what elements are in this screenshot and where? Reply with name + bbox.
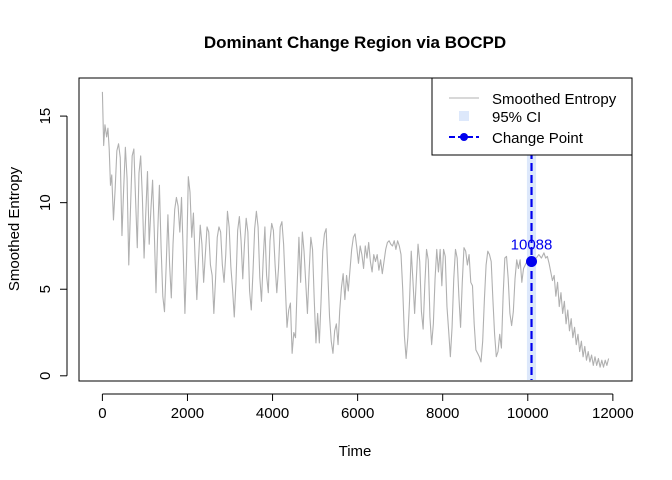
change-point-label: 10088 — [511, 237, 553, 254]
x-tick-label: 0 — [98, 405, 106, 422]
x-tick-label: 2000 — [171, 405, 204, 422]
y-tick-label: 15 — [37, 108, 54, 125]
y-tick-label: 10 — [37, 194, 54, 211]
x-tick-label: 6000 — [341, 405, 374, 422]
legend-swatch-change-point-marker — [460, 133, 468, 141]
y-axis-title: Smoothed Entropy — [6, 166, 23, 291]
series-line-smoothed-entropy — [101, 91, 610, 368]
x-tick-label: 12000 — [592, 405, 634, 422]
x-tick-label: 4000 — [256, 405, 289, 422]
y-tick-label: 5 — [37, 285, 54, 293]
x-tick-label: 10000 — [507, 405, 549, 422]
x-axis-title: Time — [339, 443, 372, 460]
x-tick-label: 8000 — [426, 405, 459, 422]
y-axis: 0 5 10 15 — [37, 108, 68, 380]
change-point-marker — [526, 256, 538, 268]
legend: Smoothed Entropy 95% CI Change Point — [431, 77, 633, 156]
y-tick-label: 0 — [37, 372, 54, 380]
series-layer — [101, 91, 610, 368]
plot-frame — [78, 77, 633, 382]
chart-title: Dominant Change Region via BOCPD — [204, 33, 506, 52]
x-axis: 0 2000 4000 6000 8000 10000 12000 — [98, 393, 634, 422]
legend-label-change-point: Change Point — [492, 130, 584, 147]
legend-swatch-ci — [459, 111, 469, 121]
legend-label-smoothed-entropy: Smoothed Entropy — [492, 91, 617, 108]
legend-label-ci: 95% CI — [492, 109, 541, 126]
